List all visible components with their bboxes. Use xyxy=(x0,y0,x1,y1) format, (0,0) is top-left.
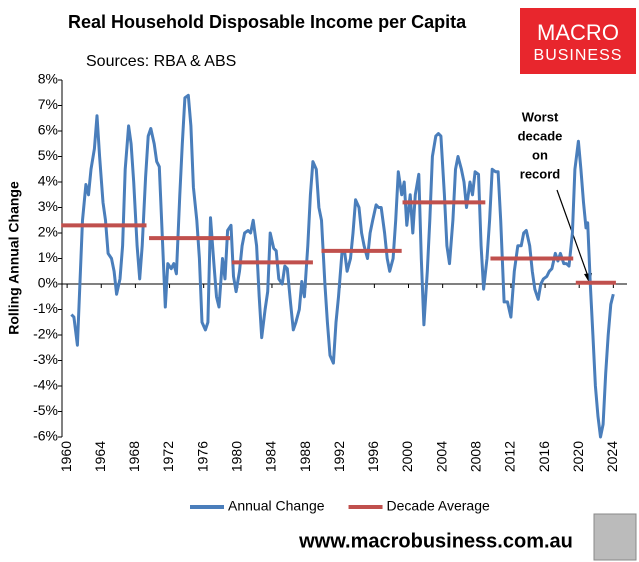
logo-box xyxy=(520,8,636,74)
x-tick-label: 1964 xyxy=(92,441,108,472)
chart-subtitle: Sources: RBA & ABS xyxy=(86,53,236,70)
y-tick-label: -6% xyxy=(33,428,58,444)
website: www.macrobusiness.com.au xyxy=(298,530,573,552)
x-tick-label: 1972 xyxy=(160,441,176,472)
y-tick-label: 0% xyxy=(38,275,58,291)
y-tick-label: -3% xyxy=(33,351,58,367)
x-tick-label: 1960 xyxy=(58,441,74,472)
wolf-icon xyxy=(593,513,637,561)
x-tick-label: 1988 xyxy=(297,441,313,472)
logo-text: BUSINESS xyxy=(534,47,623,64)
x-tick-label: 2020 xyxy=(570,441,586,472)
x-tick-label: 2000 xyxy=(399,441,415,472)
annotation: Worst xyxy=(522,109,559,124)
y-tick-label: 2% xyxy=(38,224,58,240)
y-tick-label: 5% xyxy=(38,147,58,163)
x-tick-label: 1976 xyxy=(194,441,210,472)
x-tick-label: 2016 xyxy=(536,441,552,472)
x-tick-label: 2012 xyxy=(502,441,518,472)
x-tick-label: 2004 xyxy=(433,441,449,472)
y-tick-label: 4% xyxy=(38,173,58,189)
annotation: on xyxy=(532,147,548,162)
x-tick-label: 1984 xyxy=(263,441,279,472)
legend-label: Decade Average xyxy=(387,498,490,514)
y-tick-label: -5% xyxy=(33,402,58,418)
y-tick-label: 7% xyxy=(38,96,58,112)
annotation: record xyxy=(520,166,561,181)
x-tick-label: 2024 xyxy=(604,441,620,472)
x-tick-label: 2008 xyxy=(467,441,483,472)
logo-text: MACRO xyxy=(537,20,619,45)
y-axis-label: Rolling Annual Change xyxy=(6,181,22,335)
y-tick-label: 1% xyxy=(38,249,58,265)
chart-title: Real Household Disposable Income per Cap… xyxy=(68,12,467,32)
y-tick-label: -2% xyxy=(33,326,58,342)
y-tick-label: -4% xyxy=(33,377,58,393)
y-tick-label: 8% xyxy=(38,71,58,87)
x-tick-label: 1996 xyxy=(365,441,381,472)
legend-label: Annual Change xyxy=(228,498,325,514)
x-tick-label: 1968 xyxy=(126,441,142,472)
y-tick-label: 6% xyxy=(38,122,58,138)
x-tick-label: 1980 xyxy=(229,441,245,472)
y-tick-label: -1% xyxy=(33,300,58,316)
annotation: decade xyxy=(518,128,563,143)
x-tick-label: 1992 xyxy=(331,441,347,472)
y-tick-label: 3% xyxy=(38,198,58,214)
